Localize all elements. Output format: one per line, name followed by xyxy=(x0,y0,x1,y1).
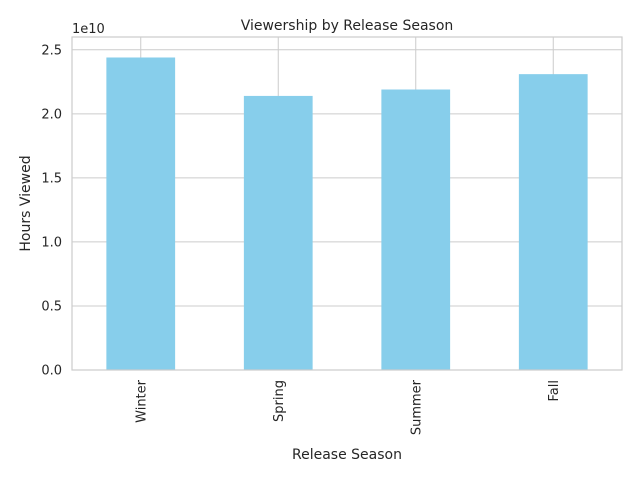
x-tick-label: Summer xyxy=(409,379,424,435)
plot-frame xyxy=(71,36,623,371)
y-tick-label: 0.5 xyxy=(41,299,62,314)
y-tick-label: 2.0 xyxy=(41,107,62,122)
x-tick-label: Fall xyxy=(547,380,562,401)
x-tick-labels: Winter Spring Summer Fall xyxy=(134,379,562,435)
x-tick-label: Spring xyxy=(272,380,287,422)
y-tick-label: 1.5 xyxy=(41,171,62,186)
y-axis-label: Hours Viewed xyxy=(18,155,34,251)
bar-fall xyxy=(518,74,588,371)
y-tick-label: 2.5 xyxy=(41,43,62,58)
y-axis-offset-label: 1e10 xyxy=(72,22,105,37)
x-axis-label: Release Season xyxy=(292,447,402,463)
y-tick-labels: 0.0 0.5 1.0 1.5 2.0 2.5 xyxy=(41,43,62,378)
x-tick-label: Winter xyxy=(134,379,149,423)
y-tick-label: 1.0 xyxy=(41,235,62,250)
bar-spring xyxy=(243,95,313,371)
bars xyxy=(106,57,588,371)
bar-summer xyxy=(381,89,451,370)
y-tick-label: 0.0 xyxy=(41,364,62,379)
bar-winter xyxy=(106,57,176,370)
chart-title: Viewership by Release Season xyxy=(241,18,454,34)
